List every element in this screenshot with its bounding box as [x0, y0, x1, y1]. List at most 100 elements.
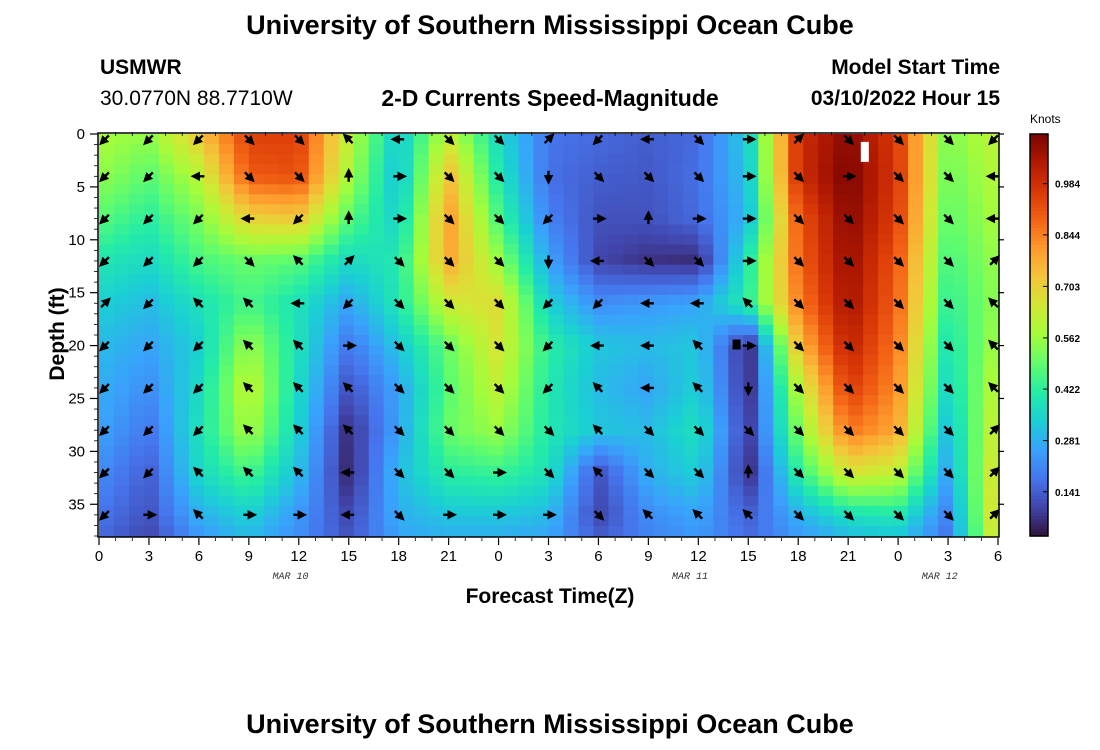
heatmap-cell: [653, 395, 669, 406]
heatmap-cell: [338, 405, 355, 416]
heatmap-cell: [638, 495, 654, 507]
heatmap-cell: [368, 365, 385, 376]
heatmap-cell: [548, 365, 565, 376]
heatmap-cell: [578, 435, 595, 447]
current-arrow: [793, 133, 805, 145]
heatmap-cell: [758, 485, 774, 497]
heatmap-cell: [833, 254, 849, 266]
heatmap-cell: [518, 214, 535, 226]
x-tick-label: 6: [195, 548, 203, 565]
heatmap-cell: [308, 144, 325, 155]
model-start-label: Model Start Time: [831, 56, 1000, 79]
heatmap-cell: [278, 335, 295, 346]
heatmap-cell: [263, 335, 280, 346]
heatmap-cell: [908, 415, 924, 427]
heatmap-cell: [203, 324, 220, 336]
heatmap-cell: [233, 324, 250, 336]
heatmap-cell: [818, 304, 834, 316]
heatmap-cell: [308, 335, 325, 346]
heatmap-cell: [638, 445, 654, 457]
heatmap-cell: [308, 435, 325, 447]
heatmap-cell: [953, 475, 969, 487]
heatmap-cell: [653, 244, 669, 256]
heatmap-cell: [323, 154, 340, 165]
heatmap-cell: [863, 134, 879, 145]
heatmap-cell: [383, 435, 400, 447]
current-arrow: [843, 134, 855, 146]
heatmap-cell: [488, 435, 505, 447]
heatmap-cell: [563, 445, 580, 457]
heatmap-cell: [503, 304, 520, 316]
heatmap-cell: [968, 174, 984, 185]
heatmap-cell: [173, 365, 190, 376]
current-arrow: [793, 510, 805, 521]
heatmap-cell: [953, 515, 969, 527]
heatmap-cell: [473, 525, 490, 537]
heatmap-cell: [668, 395, 684, 406]
heatmap-cell: [533, 244, 550, 256]
heatmap-cell: [99, 274, 115, 286]
heatmap-cell: [308, 224, 325, 236]
heatmap-cell: [128, 455, 145, 467]
heatmap-cell: [758, 435, 774, 447]
colorbar-segment: [1030, 515, 1048, 520]
heatmap-cell: [578, 475, 595, 487]
heatmap-cell: [293, 475, 310, 487]
heatmap-cell: [398, 355, 415, 366]
heatmap-cell: [893, 314, 909, 326]
heatmap-cell: [728, 244, 744, 256]
heatmap-cell: [938, 335, 954, 346]
heatmap-cell: [263, 375, 280, 386]
heatmap-cell: [623, 274, 639, 286]
heatmap-cell: [908, 465, 924, 477]
heatmap-cell: [953, 204, 969, 215]
heatmap-cell: [608, 204, 625, 215]
heatmap-cell: [518, 365, 535, 376]
heatmap-cell: [773, 264, 789, 276]
heatmap-cell: [533, 465, 550, 477]
heatmap-cell: [623, 345, 639, 356]
current-arrow: [742, 297, 754, 309]
heatmap-cell: [878, 154, 894, 165]
heatmap-cell: [743, 445, 759, 457]
heatmap-cell: [413, 465, 430, 477]
heatmap-cell: [473, 214, 490, 226]
heatmap-cell: [878, 355, 894, 366]
heatmap-cell: [788, 345, 804, 356]
heatmap-cell: [218, 144, 235, 155]
heatmap-cell: [803, 445, 819, 457]
heatmap-cell: [683, 154, 699, 165]
current-arrow: [692, 339, 704, 351]
heatmap-cell: [218, 515, 235, 527]
station-marker-white: [860, 141, 869, 162]
heatmap-cell: [428, 415, 445, 427]
heatmap-cell: [218, 505, 235, 517]
heatmap-cell: [698, 174, 714, 185]
heatmap-cell: [698, 405, 714, 416]
heatmap-cell: [713, 164, 729, 175]
heatmap-cell: [518, 314, 535, 326]
heatmap-cell: [623, 435, 639, 447]
heatmap-cell: [188, 204, 205, 215]
heatmap-cell: [113, 194, 130, 205]
heatmap-cell: [548, 254, 565, 266]
heatmap-cell: [563, 184, 580, 195]
heatmap-cell: [203, 335, 220, 346]
heatmap-cell: [188, 495, 205, 507]
heatmap-cell: [608, 335, 625, 346]
heatmap-cell: [833, 395, 849, 406]
current-arrow: [943, 256, 954, 267]
heatmap-cell: [968, 345, 984, 356]
heatmap-cell: [743, 164, 759, 175]
heatmap-cell: [398, 274, 415, 286]
heatmap-cell: [173, 375, 190, 386]
heatmap-cell: [908, 475, 924, 487]
heatmap-cell: [668, 294, 684, 306]
heatmap-cell: [548, 485, 565, 497]
current-arrow: [793, 213, 805, 225]
heatmap-cell: [833, 204, 849, 215]
heatmap-cell: [953, 445, 969, 457]
heatmap-cell: [833, 214, 849, 226]
heatmap-cell: [113, 425, 130, 437]
heatmap-cell: [773, 425, 789, 437]
